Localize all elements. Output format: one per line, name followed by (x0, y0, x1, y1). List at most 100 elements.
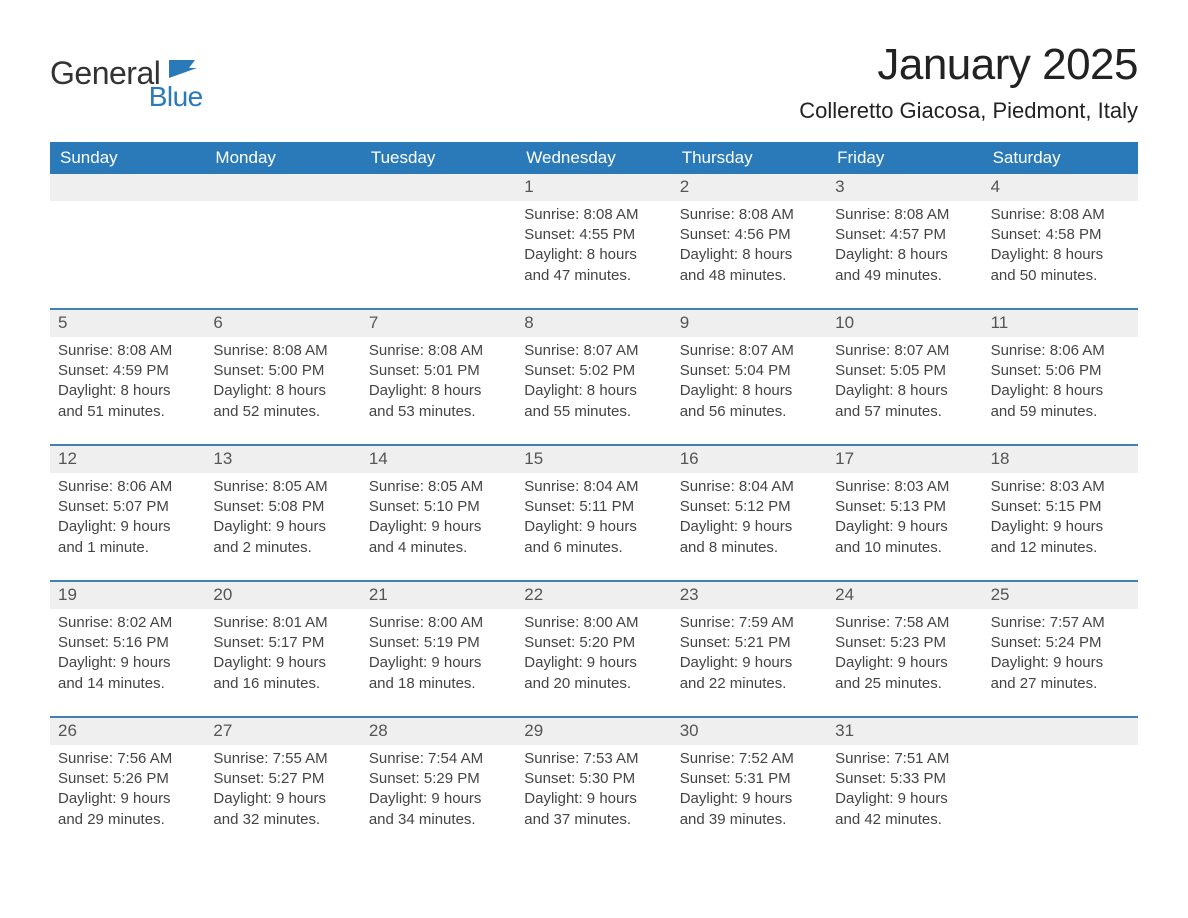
sunset-line: Sunset: 5:05 PM (835, 361, 974, 381)
daylight-line: Daylight: 9 hours and 8 minutes. (680, 517, 819, 558)
day-number: 15 (516, 446, 671, 473)
day-cell: 16Sunrise: 8:04 AMSunset: 5:12 PMDayligh… (672, 446, 827, 566)
logo-text-general: General (50, 55, 160, 91)
day-cell: 26Sunrise: 7:56 AMSunset: 5:26 PMDayligh… (50, 718, 205, 838)
sunset-line: Sunset: 5:19 PM (369, 633, 508, 653)
sunset-line: Sunset: 5:12 PM (680, 497, 819, 517)
day-number: 11 (983, 310, 1138, 337)
sunset-line: Sunset: 5:24 PM (991, 633, 1130, 653)
day-body: Sunrise: 8:03 AMSunset: 5:13 PMDaylight:… (827, 473, 982, 566)
calendar: SundayMondayTuesdayWednesdayThursdayFrid… (50, 142, 1138, 838)
day-number: 24 (827, 582, 982, 609)
daylight-line: Daylight: 8 hours and 49 minutes. (835, 245, 974, 286)
days-of-week-header: SundayMondayTuesdayWednesdayThursdayFrid… (50, 142, 1138, 174)
day-body: Sunrise: 7:52 AMSunset: 5:31 PMDaylight:… (672, 745, 827, 838)
sunset-line: Sunset: 5:26 PM (58, 769, 197, 789)
dow-cell: Thursday (672, 142, 827, 174)
sunset-line: Sunset: 5:17 PM (213, 633, 352, 653)
day-number: 25 (983, 582, 1138, 609)
sunset-line: Sunset: 5:02 PM (524, 361, 663, 381)
daylight-line: Daylight: 9 hours and 29 minutes. (58, 789, 197, 830)
daylight-line: Daylight: 9 hours and 25 minutes. (835, 653, 974, 694)
sunrise-line: Sunrise: 8:06 AM (991, 341, 1130, 361)
daylight-line: Daylight: 8 hours and 51 minutes. (58, 381, 197, 422)
sunrise-line: Sunrise: 7:56 AM (58, 749, 197, 769)
dow-cell: Sunday (50, 142, 205, 174)
week-row: 19Sunrise: 8:02 AMSunset: 5:16 PMDayligh… (50, 580, 1138, 702)
sunrise-line: Sunrise: 7:57 AM (991, 613, 1130, 633)
sunrise-line: Sunrise: 8:00 AM (524, 613, 663, 633)
sunset-line: Sunset: 4:58 PM (991, 225, 1130, 245)
day-cell: 9Sunrise: 8:07 AMSunset: 5:04 PMDaylight… (672, 310, 827, 430)
sunrise-line: Sunrise: 8:05 AM (369, 477, 508, 497)
day-body: Sunrise: 8:08 AMSunset: 5:00 PMDaylight:… (205, 337, 360, 430)
day-number: 8 (516, 310, 671, 337)
sunset-line: Sunset: 5:20 PM (524, 633, 663, 653)
sunset-line: Sunset: 5:00 PM (213, 361, 352, 381)
day-cell: 25 Sunrise: 7:57 AMSunset: 5:24 PMDayligh… (983, 582, 1138, 702)
sunset-line: Sunset: 5:15 PM (991, 497, 1130, 517)
day-cell: 11Sunrise: 8:06 AMSunset: 5:06 PMDayligh… (983, 310, 1138, 430)
sunrise-line: Sunrise: 8:01 AM (213, 613, 352, 633)
sunrise-line: Sunrise: 7:55 AM (213, 749, 352, 769)
day-number: 7 (361, 310, 516, 337)
page-title: January 2025 (799, 40, 1138, 90)
day-number: 26 (50, 718, 205, 745)
week-row: 12Sunrise: 8:06 AMSunset: 5:07 PMDayligh… (50, 444, 1138, 566)
day-number: 5 (50, 310, 205, 337)
day-cell: 4Sunrise: 8:08 AMSunset: 4:58 PMDaylight… (983, 174, 1138, 294)
daylight-line: Daylight: 9 hours and 12 minutes. (991, 517, 1130, 558)
dow-cell: Saturday (983, 142, 1138, 174)
day-number: 1 (516, 174, 671, 201)
sunset-line: Sunset: 5:13 PM (835, 497, 974, 517)
sunset-line: Sunset: 5:04 PM (680, 361, 819, 381)
sunset-line: Sunset: 5:11 PM (524, 497, 663, 517)
day-number: 16 (672, 446, 827, 473)
sunset-line: Sunset: 4:55 PM (524, 225, 663, 245)
sunrise-line: Sunrise: 7:58 AM (835, 613, 974, 633)
week-row: 1 Sunrise: 8:08 AM Sunset: 4:55 PM Daylight… (50, 174, 1138, 294)
weeks-container: 1 Sunrise: 8:08 AM Sunset: 4:55 PM Daylight… (50, 174, 1138, 838)
day-cell: 1Sunrise: 8:08 AMSunset: 4:55 PMDaylight… (516, 174, 671, 294)
day-cell: 12Sunrise: 8:06 AMSunset: 5:07 PMDayligh… (50, 446, 205, 566)
calendar-page: General Blue January 2025 Colleretto Gia… (0, 0, 1188, 888)
day-number: 6 (205, 310, 360, 337)
sunset-line: Sunset: 5:08 PM (213, 497, 352, 517)
sunset-line: Sunset: 5:29 PM (369, 769, 508, 789)
header: General Blue January 2025 Colleretto Gia… (50, 40, 1138, 124)
day-number: 30 (672, 718, 827, 745)
day-cell: 6Sunrise: 8:08 AMSunset: 5:00 PMDaylight… (205, 310, 360, 430)
day-body: Sunrise: 7:55 AMSunset: 5:27 PMDaylight:… (205, 745, 360, 838)
daylight-line: Daylight: 8 hours and 48 minutes. (680, 245, 819, 286)
day-body: Sunrise: 8:07 AMSunset: 5:02 PMDaylight:… (516, 337, 671, 430)
day-cell-empty (50, 174, 205, 294)
day-cell: 19Sunrise: 8:02 AMSunset: 5:16 PMDayligh… (50, 582, 205, 702)
day-body: Sunrise: 8:07 AMSunset: 5:04 PMDaylight:… (672, 337, 827, 430)
day-body: Sunrise: 8:04 AMSunset: 5:12 PMDaylight:… (672, 473, 827, 566)
day-number: 23 (672, 582, 827, 609)
day-body: Sunrise: 8:08 AMSunset: 4:58 PMDaylight:… (983, 201, 1138, 294)
sunrise-line: Sunrise: 8:07 AM (680, 341, 819, 361)
sunrise-line: Sunrise: 8:08 AM (991, 205, 1130, 225)
sunrise-line: Sunrise: 8:08 AM (213, 341, 352, 361)
day-cell: 3Sunrise: 8:08 AMSunset: 4:57 PMDaylight… (827, 174, 982, 294)
day-cell-empty (983, 718, 1138, 838)
sunset-line: Sunset: 5:06 PM (991, 361, 1130, 381)
sunset-line: Sunset: 5:23 PM (835, 633, 974, 653)
day-number: 4 (983, 174, 1138, 201)
day-number: 12 (50, 446, 205, 473)
day-number: 28 (361, 718, 516, 745)
sunset-line: Sunset: 5:27 PM (213, 769, 352, 789)
daylight-line: Daylight: 9 hours and 10 minutes. (835, 517, 974, 558)
daylight-line: Daylight: 9 hours and 27 minutes. (991, 653, 1130, 694)
day-body: Sunrise: 8:08 AMSunset: 5:01 PMDaylight:… (361, 337, 516, 430)
sunrise-line: Sunrise: 8:08 AM (835, 205, 974, 225)
day-cell: 15Sunrise: 8:04 AMSunset: 5:11 PMDayligh… (516, 446, 671, 566)
day-number: 3 (827, 174, 982, 201)
dow-cell: Tuesday (361, 142, 516, 174)
day-body: Sunrise: 7:56 AMSunset: 5:26 PMDaylight:… (50, 745, 205, 838)
day-cell: 29Sunrise: 7:53 AMSunset: 5:30 PMDayligh… (516, 718, 671, 838)
daylight-line: Daylight: 8 hours and 56 minutes. (680, 381, 819, 422)
sunrise-line: Sunrise: 8:02 AM (58, 613, 197, 633)
daylight-line: Daylight: 9 hours and 42 minutes. (835, 789, 974, 830)
